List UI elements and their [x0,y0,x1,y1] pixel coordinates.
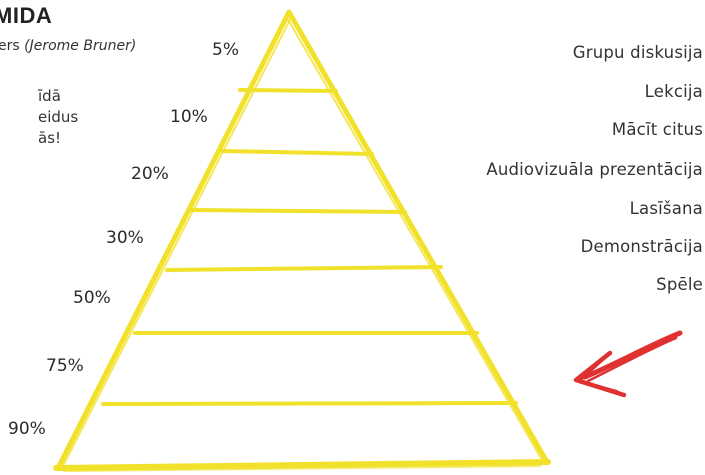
method-label: Spēle [656,275,703,294]
pyramid-band-6 [101,401,518,406]
pyramid-left-edge [55,9,292,471]
percentage-label: 50% [73,288,111,308]
method-label: Mācīt citus [611,120,703,139]
subtitle: ers (Jerome Bruner) [0,38,136,54]
subtitle-author: (Jerome Bruner) [24,38,137,54]
percentage-label: 75% [46,356,84,376]
subtitle-prefix: ers [0,38,25,54]
pyramid-band-1 [238,88,338,93]
intro-line: eidus [38,108,79,126]
page-title: MIDA [0,3,53,28]
method-label: Audiovizuāla prezentācija [486,160,703,179]
percentage-label: 30% [106,228,144,248]
percentage-label: 5% [212,40,239,60]
method-label: Demonstrācija [580,237,703,256]
pyramid-right-edge-texture [285,15,543,461]
pyramid-band-3 [189,208,407,214]
percentage-label: 90% [8,419,46,439]
pyramid-base [53,459,551,471]
intro-line: īdā [38,87,61,105]
pyramid-left-edge-texture [62,15,293,467]
red-arrow-icon [573,330,683,398]
method-label: Grupu diskusija [572,43,703,62]
pyramid-outline [53,9,551,472]
intro-text: īdā eidus ās! [0,86,78,149]
pyramid-right-edge [286,9,550,465]
pyramid-base-texture [63,465,541,472]
intro-line: ās! [38,129,62,147]
percentage-label: 20% [131,164,169,184]
method-label: Lekcija [644,82,703,101]
pyramid-band-4 [165,265,443,272]
percentage-label: 10% [170,107,208,127]
method-label: Lasīšana [629,199,703,218]
pyramid-band-2 [220,149,374,156]
